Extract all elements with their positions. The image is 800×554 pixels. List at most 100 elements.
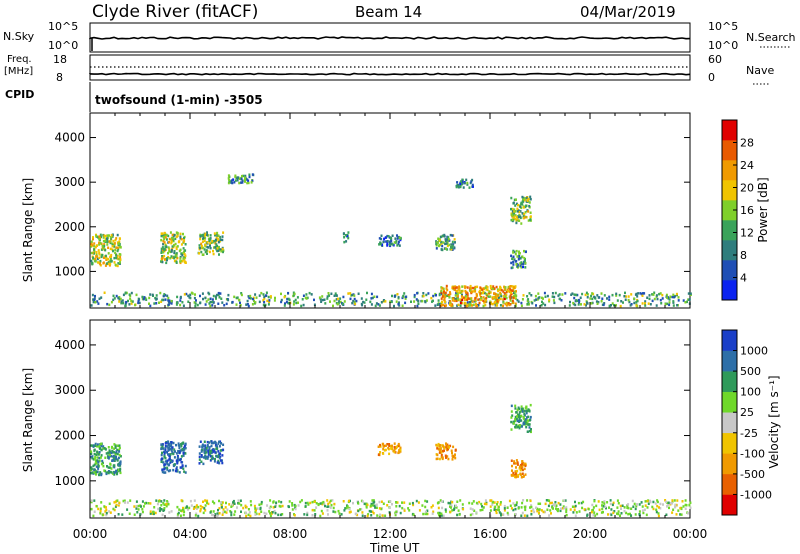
echo-pixel [216, 461, 219, 464]
echo-pixel [634, 507, 637, 511]
echo-pixel [456, 292, 459, 295]
echo-pixel [104, 510, 107, 513]
echo-pixel [172, 468, 175, 472]
echo-pixel [560, 299, 563, 302]
echo-pixel [393, 448, 396, 452]
echo-pixel [229, 510, 232, 513]
echo-pixel [141, 510, 144, 514]
echo-pixel [204, 237, 207, 240]
echo-pixel [417, 299, 420, 303]
echo-pixel [591, 297, 594, 301]
echo-pixel [221, 235, 224, 238]
echo-pixel [455, 185, 458, 189]
echo-pixel [479, 292, 482, 295]
time-tick-label: 00:00 [73, 527, 108, 541]
echo-pixel [440, 512, 443, 515]
echo-pixel [165, 238, 168, 241]
echo-pixel [672, 304, 675, 307]
echo-pixel [96, 470, 99, 473]
echo-pixel [187, 294, 190, 298]
echo-pixel [511, 266, 514, 269]
echo-pixel [370, 297, 373, 300]
echo-pixel [450, 506, 452, 509]
echo-pixel [495, 511, 498, 515]
echo-pixel [113, 256, 116, 260]
echo-pixel [564, 499, 567, 502]
echo-pixel [689, 292, 692, 295]
echo-pixel [448, 296, 451, 299]
echo-pixel [514, 462, 517, 465]
echo-pixel [569, 300, 571, 304]
echo-pixel [93, 252, 95, 255]
echo-pixel [636, 295, 639, 298]
echo-pixel [456, 295, 459, 298]
echo-pixel [162, 461, 165, 464]
echo-pixel [97, 465, 100, 468]
echo-pixel [167, 463, 170, 467]
echo-pixel [629, 512, 631, 516]
echo-pixel [219, 452, 222, 455]
echo-pixel [200, 246, 203, 250]
echo-pixel [299, 500, 302, 504]
beam-label: Beam 14 [355, 3, 422, 21]
echo-pixel [280, 298, 283, 302]
echo-pixel [179, 299, 182, 302]
echo-pixel [214, 234, 216, 237]
echo-pixel [263, 511, 266, 515]
echo-pixel [192, 507, 195, 510]
echo-pixel [652, 507, 655, 511]
echo-pixel [472, 500, 475, 503]
echo-pixel [513, 290, 516, 293]
echo-pixel [182, 251, 185, 254]
echo-pixel [320, 300, 323, 303]
echo-pixel [92, 256, 95, 259]
echo-pixel [624, 298, 627, 301]
echo-pixel [638, 510, 641, 513]
echo-pixel [249, 500, 252, 503]
echo-pixel [395, 240, 398, 243]
echo-pixel [518, 426, 521, 430]
echo-pixel [458, 288, 461, 292]
echo-pixel [304, 296, 307, 299]
echo-pixel [461, 178, 464, 182]
echo-pixel [212, 514, 215, 517]
echo-pixel [474, 288, 477, 291]
echo-pixel [313, 509, 316, 512]
echo-pixel [375, 506, 378, 509]
echo-pixel [474, 296, 477, 300]
echo-pixel [373, 504, 376, 507]
echo-pixel [456, 513, 459, 517]
echo-pixel [376, 514, 379, 517]
echo-pixel [461, 298, 464, 302]
time-axis-label: Time UT [369, 541, 420, 554]
echo-pixel [514, 404, 517, 408]
echo-pixel [372, 512, 375, 515]
echo-pixel [557, 294, 560, 297]
echo-pixel [472, 185, 474, 188]
echo-pixel [530, 509, 533, 513]
echo-pixel [559, 503, 562, 506]
echo-pixel [466, 293, 469, 296]
echo-pixel [210, 451, 213, 455]
echo-pixel [370, 502, 373, 506]
echo-pixel [223, 304, 226, 307]
echo-pixel [568, 304, 571, 307]
echo-pixel [113, 242, 116, 245]
echo-pixel [510, 507, 513, 510]
echo-pixel [93, 463, 96, 467]
echo-pixel [357, 509, 360, 513]
echo-pixel [361, 511, 364, 514]
echo-pixel [152, 510, 155, 514]
echo-pixel [326, 295, 329, 298]
echo-pixel [179, 261, 182, 265]
echo-pixel [199, 233, 202, 237]
echo-pixel [526, 302, 529, 306]
echo-pixel [496, 288, 499, 291]
echo-pixel [600, 300, 603, 303]
echo-pixel [498, 288, 501, 292]
echo-pixel [204, 449, 207, 452]
echo-pixel [173, 256, 176, 260]
echo-pixel [443, 298, 446, 301]
echo-pixel [499, 291, 502, 295]
echo-pixel [222, 448, 225, 452]
